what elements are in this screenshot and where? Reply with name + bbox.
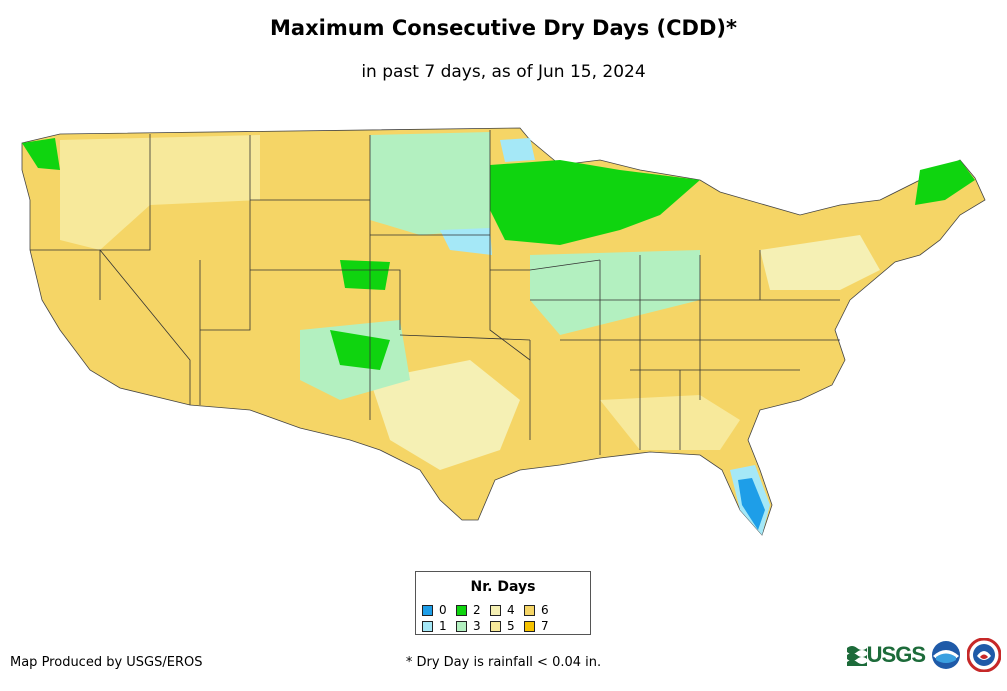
region-dakotas (370, 132, 490, 235)
legend-swatch (456, 620, 467, 632)
legend-label: 6 (541, 603, 549, 617)
legend-label: 7 (541, 619, 549, 633)
legend-swatch (422, 620, 433, 632)
legend-label: 5 (507, 619, 515, 633)
legend-item: 0 (422, 602, 456, 618)
state-boundaries (30, 130, 840, 455)
usgs-wave-icon (846, 646, 867, 666)
region-mountain-west (60, 135, 260, 250)
legend-label: 4 (507, 603, 515, 617)
legend-item: 6 (524, 602, 558, 618)
region-pacific-nw (22, 138, 60, 170)
legend-swatch (422, 604, 433, 616)
legend-swatch (490, 620, 501, 632)
usgs-logo: USGS (846, 642, 926, 668)
legend-swatch (524, 604, 535, 616)
map-title: Maximum Consecutive Dry Days (CDD)* (270, 16, 737, 40)
legend-title: Nr. Days (470, 579, 536, 595)
region-new-mexico (330, 330, 390, 370)
legend-label: 0 (439, 603, 447, 617)
region-southern-plains (370, 360, 520, 470)
region-new-england (915, 160, 975, 205)
region-colorado (340, 260, 390, 290)
nws-logo (967, 638, 1001, 672)
legend-swatch (490, 604, 501, 616)
region-south-florida (738, 478, 765, 530)
conus-landmass (21, 127, 986, 536)
legend-item: 7 (524, 618, 558, 634)
dry-day-footnote: * Dry Day is rainfall < 0.04 in. (405, 655, 602, 670)
legend-item: 5 (490, 618, 524, 634)
legend-label: 2 (473, 603, 481, 617)
legend-grid: 0 2 4 6 1 3 5 7 (422, 602, 558, 634)
region-north-minnesota (500, 138, 535, 162)
us-cdd-map (21, 127, 986, 536)
map-credit: Map Produced by USGS/EROS (10, 655, 203, 670)
region-northeast (760, 235, 880, 290)
map-subtitle: in past 7 days, as of Jun 15, 2024 (361, 62, 646, 82)
legend-label: 3 (473, 619, 481, 633)
region-ohio-valley (640, 255, 690, 300)
region-upper-midwest (490, 160, 700, 245)
legend-swatch (456, 604, 467, 616)
legend-item: 2 (456, 602, 490, 618)
noaa-logo (932, 641, 960, 669)
legend-box: Nr. Days 0 2 4 6 1 3 5 7 (415, 571, 591, 635)
legend-item: 4 (490, 602, 524, 618)
legend-label: 1 (439, 619, 447, 633)
legend-item: 1 (422, 618, 456, 634)
legend-item: 3 (456, 618, 490, 634)
legend-swatch (524, 620, 535, 632)
agency-logos: USGS (846, 638, 1001, 672)
region-southeast (600, 395, 740, 450)
